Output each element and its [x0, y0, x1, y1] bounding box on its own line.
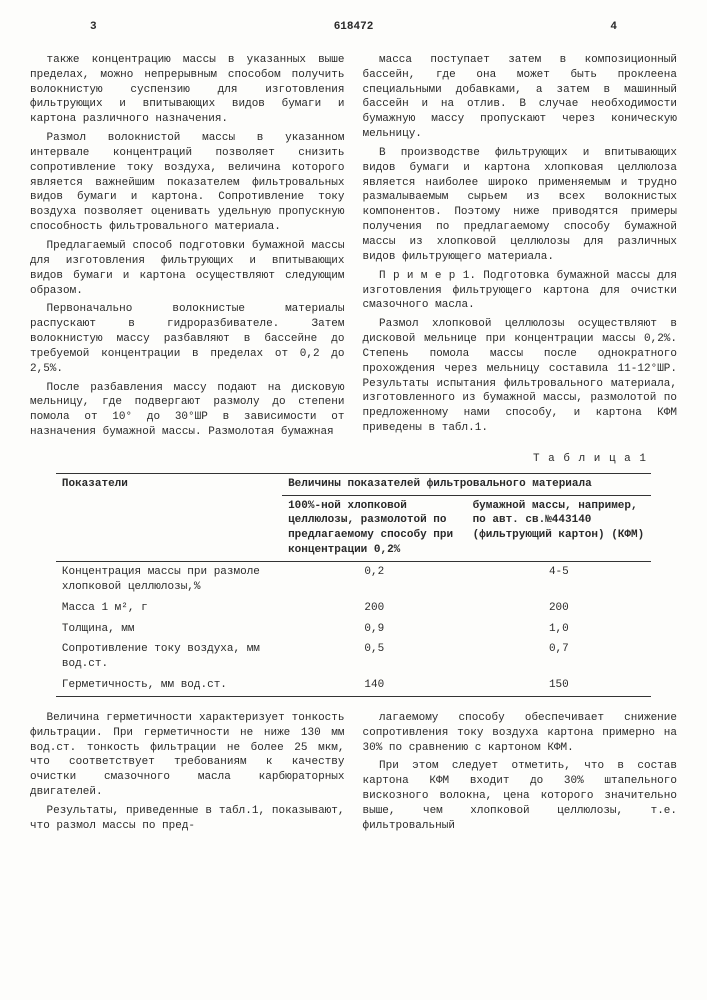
page-right: 4: [610, 20, 617, 35]
row-label: Концентрация массы при размоле хлопковой…: [56, 562, 282, 598]
para: Первоначально волокнистые материалы расп…: [30, 302, 345, 376]
bottom-right-column: лагаемому способу обеспечивает снижение …: [363, 711, 678, 838]
para: Величина герметичности характеризует тон…: [30, 711, 345, 800]
right-column: масса поступает затем в композиционный б…: [363, 53, 678, 444]
cell: 1,0: [467, 619, 652, 640]
para: Размол волокнистой массы в указанном инт…: [30, 131, 345, 235]
cell: 200: [282, 598, 467, 619]
left-column: также концентрацию массы в указанных выш…: [30, 53, 345, 444]
para: Размол хлопковой целлюлозы осуществляют …: [363, 317, 678, 436]
page-left: 3: [90, 20, 97, 35]
th-method2: бумажной массы, например, по авт. св.№44…: [467, 495, 652, 561]
cell: 4-5: [467, 562, 652, 598]
table-caption: Т а б л и ц а 1: [30, 452, 647, 467]
bottom-left-column: Величина герметичности характеризует тон…: [30, 711, 345, 838]
cell: 140: [282, 675, 467, 696]
para: В производстве фильтрующих и впитывающих…: [363, 146, 678, 265]
row-label: Толщина, мм: [56, 619, 282, 640]
para: П р и м е р 1. Подготовка бумажной массы…: [363, 269, 678, 314]
cell: 0,5: [282, 639, 467, 675]
table-row: Толщина, мм 0,9 1,0: [56, 619, 651, 640]
data-table: Показатели Величины показателей фильтров…: [56, 473, 651, 697]
table-row: Герметичность, мм вод.ст. 140 150: [56, 675, 651, 696]
table-row: Масса 1 м², г 200 200: [56, 598, 651, 619]
cell: 200: [467, 598, 652, 619]
th-indicators: Показатели: [56, 473, 282, 561]
row-label: Масса 1 м², г: [56, 598, 282, 619]
row-label: Герметичность, мм вод.ст.: [56, 675, 282, 696]
cell: 0,7: [467, 639, 652, 675]
th-values: Величины показателей фильтровального мат…: [282, 473, 651, 495]
cell: 0,9: [282, 619, 467, 640]
th-method1: 100%-ной хлопковой целлюлозы, размолотой…: [282, 495, 467, 561]
para: также концентрацию массы в указанных выш…: [30, 53, 345, 127]
doc-number: 618472: [334, 20, 374, 35]
para: лагаемому способу обеспечивает снижение …: [363, 711, 678, 756]
para: Предлагаемый способ подготовки бумажной …: [30, 239, 345, 298]
para: После разбавления массу подают на дисков…: [30, 381, 345, 440]
para: Результаты, приведенные в табл.1, показы…: [30, 804, 345, 834]
cell: 150: [467, 675, 652, 696]
table-row: Концентрация массы при размоле хлопковой…: [56, 562, 651, 598]
cell: 0,2: [282, 562, 467, 598]
para: масса поступает затем в композиционный б…: [363, 53, 678, 142]
row-label: Сопротивление току воздуха, мм вод.ст.: [56, 639, 282, 675]
table-row: Сопротивление току воздуха, мм вод.ст. 0…: [56, 639, 651, 675]
para: При этом следует отметить, что в состав …: [363, 759, 678, 833]
